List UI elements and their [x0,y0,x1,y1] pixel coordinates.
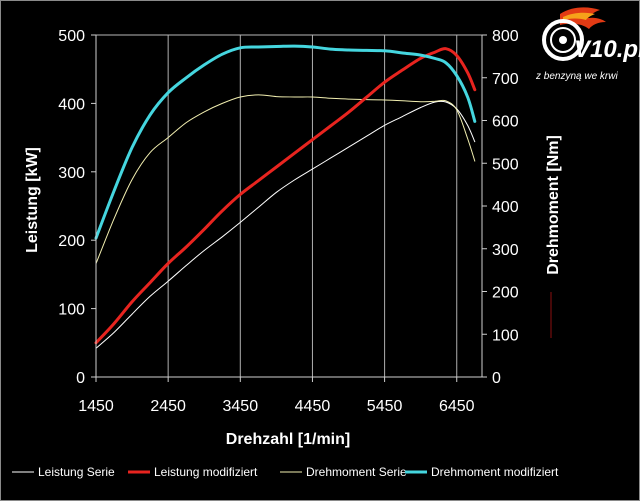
x-tick-label-2: 3450 [223,398,259,415]
y-right-tick-label-2: 200 [492,285,519,302]
tick-labels: 1450 2450 3450 4450 5450 6450 0 100 200 300 400 500… [58,28,519,415]
x-tick-label-0: 1450 [78,398,114,415]
y-left-tick-label-5: 500 [58,28,85,45]
series-line-leistung-modifiziert [94,47,477,345]
series-line-leistung-serie [95,100,476,349]
legend-label-1: Leistung modifiziert [154,465,258,479]
y-right-tick-label-6: 600 [492,114,519,131]
y-right-tick-label-7: 700 [492,71,519,88]
x-tick-label-1: 2450 [150,398,186,415]
legend-label-2: Drehmoment Serie [306,465,407,479]
y-left-tick-label-2: 200 [58,233,85,250]
x-axis-title: Drehzahl [1/min] [226,431,350,448]
chart-legend: Leistung Serie Leistung modifiziert Drehmo… [12,465,559,479]
logo-brand-text: V10.pl [574,36,640,63]
series-line-drehmoment-modifiziert [94,44,477,240]
y-left-tick-label-3: 300 [58,165,85,182]
y-right-tick-label-5: 500 [492,156,519,173]
y-left-tick-label-0: 0 [76,370,85,387]
logo-tagline: z benzyną we krwi [535,71,618,82]
legend-label-0: Leistung Serie [38,465,115,479]
y-left-axis-title: Leistung [kW] [24,147,41,253]
y-right-tick-label-0: 0 [492,370,501,387]
series-layer [94,44,477,349]
x-tick-label-5: 6450 [439,398,475,415]
y-right-tick-label-3: 300 [492,242,519,259]
x-tick-label-4: 5450 [367,398,403,415]
y-left-tick-label-1: 100 [58,302,85,319]
y-left-tick-label-4: 400 [58,96,85,113]
y-right-tick-label-8: 800 [492,28,519,45]
y-right-axis-title: Drehmoment [Nm] [545,135,562,275]
x-tick-label-3: 4450 [295,398,331,415]
flame-wheel-icon [542,7,606,61]
series-line-drehmoment-serie [95,94,476,265]
legend-label-3: Drehmoment modifiziert [431,465,559,479]
y-right-tick-label-1: 100 [492,327,519,344]
v10-logo: V10.pl z benzyną we krwi [535,7,640,82]
y-right-tick-label-4: 400 [492,199,519,216]
